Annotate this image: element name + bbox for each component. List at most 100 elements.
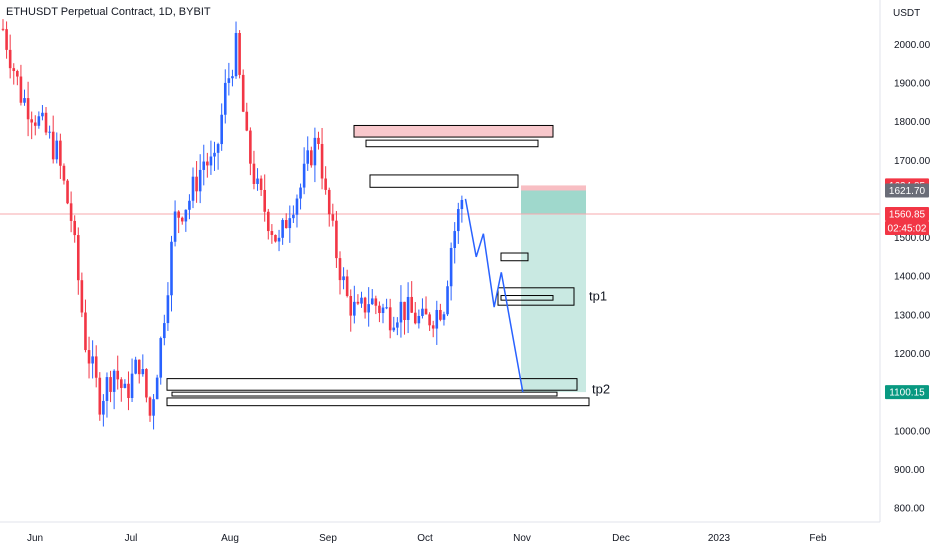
zone-box: [500, 252, 529, 262]
target-label: tp1: [589, 289, 607, 304]
candle-body: [184, 209, 188, 222]
candle-body: [16, 71, 19, 77]
x-tick-label: Nov: [513, 533, 531, 544]
candle-body: [245, 111, 249, 131]
candle-body: [406, 296, 410, 320]
candle-body: [163, 323, 166, 339]
candle-body: [256, 178, 259, 184]
candle-body: [30, 119, 33, 123]
candle-body: [37, 116, 41, 126]
candle-body: [360, 297, 363, 304]
candle-body: [134, 359, 137, 374]
price-tag-last: 1621.70: [885, 183, 929, 198]
candle-body: [173, 211, 177, 242]
candle-body: [148, 397, 152, 416]
time-axis: Jun Jul Aug Sep Oct Nov Dec 2023 Feb: [27, 533, 827, 544]
candle-body: [367, 304, 370, 313]
candle-body: [155, 377, 159, 400]
candle-body: [378, 305, 381, 314]
candle-body: [195, 176, 198, 192]
y-tick-label: 1500.00: [894, 233, 931, 244]
y-tick-label: 1300.00: [894, 310, 931, 321]
position-zones: [0, 185, 880, 393]
candle-body: [69, 203, 73, 221]
candle-body: [266, 211, 270, 232]
candle-body: [8, 49, 12, 69]
candle-body: [413, 312, 417, 324]
candle-body: [59, 140, 62, 166]
x-tick-label: Sep: [319, 533, 337, 544]
candle-body: [41, 112, 44, 117]
candle-body: [342, 276, 345, 281]
candle-body: [252, 163, 256, 184]
candle-body: [116, 370, 120, 380]
candle-body: [399, 301, 403, 323]
candle-body: [170, 241, 173, 296]
candle-body: [453, 231, 457, 248]
candle-body: [180, 217, 184, 222]
candle-body: [130, 373, 134, 399]
candle-body: [320, 143, 324, 179]
y-tick-label: 2000.00: [894, 40, 931, 51]
candle-body: [94, 356, 98, 378]
price-tag-bg: [885, 385, 929, 400]
candle-body: [227, 78, 231, 83]
candle-body: [288, 218, 292, 229]
candle-body: [424, 308, 428, 315]
price-tag-bg: [885, 207, 929, 222]
candle-body: [177, 211, 180, 218]
price-tag-label: 1621.70: [889, 186, 926, 197]
candle-body: [442, 314, 446, 320]
y-tick-label: 1900.00: [894, 78, 931, 89]
candle-body: [381, 307, 385, 314]
candle-body: [98, 377, 102, 415]
candle-body: [166, 295, 170, 324]
candle-body: [87, 350, 91, 364]
candle-body: [439, 309, 442, 320]
candle-body: [284, 220, 288, 229]
candle-body: [292, 214, 295, 219]
y-tick-label: 1000.00: [894, 426, 931, 437]
candle-body: [223, 82, 227, 115]
candle-body: [141, 369, 145, 375]
candle-body: [220, 114, 223, 145]
candle-body: [306, 150, 310, 164]
candle-body: [345, 276, 349, 296]
projection-path: [464, 198, 524, 393]
candle-body: [12, 68, 16, 72]
axis-unit-label: USDT: [893, 8, 920, 19]
target-annotations: tp1 tp2: [589, 289, 610, 397]
candle-body: [238, 32, 241, 75]
candle-body: [313, 137, 317, 166]
candle-body: [460, 199, 464, 210]
candle-body: [338, 258, 342, 281]
price-tag-label: 1100.15: [889, 388, 925, 399]
y-tick-label: 1400.00: [894, 272, 931, 283]
candle-body: [102, 400, 105, 415]
candle-body: [213, 152, 216, 157]
price-tag-target: 1100.15: [885, 385, 929, 400]
x-tick-label: Oct: [417, 533, 433, 544]
candle-body: [370, 298, 374, 305]
candlesticks: [1, 19, 464, 430]
candle-body: [349, 295, 353, 316]
candle-body: [26, 98, 30, 120]
x-tick-label: Dec: [612, 533, 630, 544]
candle-body: [302, 163, 306, 188]
zone-box: [497, 287, 575, 306]
target-zone: [521, 214, 586, 393]
candle-body: [109, 377, 112, 392]
candle-body: [191, 176, 195, 201]
target-label: tp2: [592, 381, 610, 396]
zone-box: [171, 391, 558, 397]
zone-box: [500, 295, 554, 301]
candle-body: [431, 325, 435, 329]
candle-body: [105, 377, 109, 401]
candle-body: [428, 314, 431, 326]
candle-body: [281, 220, 284, 238]
candle-body: [270, 231, 274, 235]
candle-body: [295, 198, 299, 215]
price-tag-bg: [885, 183, 929, 198]
